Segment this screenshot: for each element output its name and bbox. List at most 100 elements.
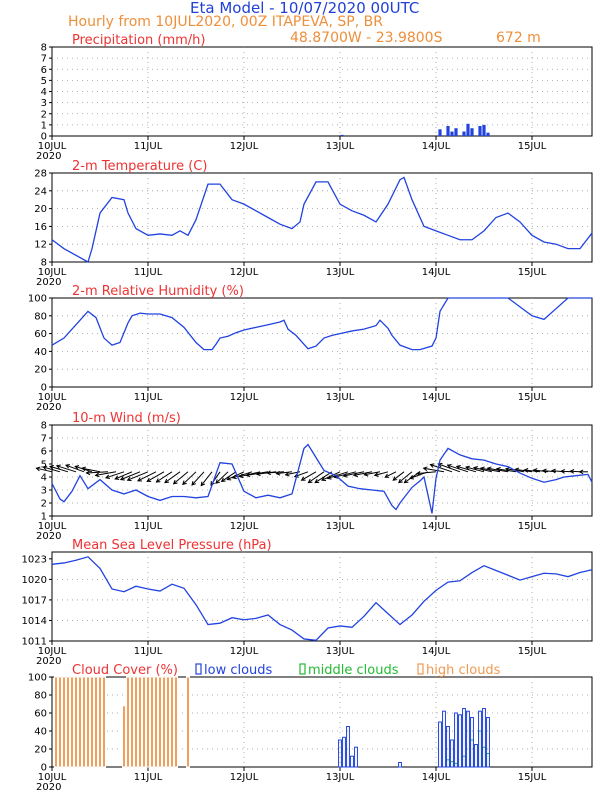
y-tick-label: 1017 [22, 595, 47, 606]
x-tick-label: 11JUL [134, 772, 163, 783]
cloud-bar [470, 717, 474, 768]
wind-barb-head [373, 472, 379, 477]
cloud-bar [74, 676, 78, 768]
wind-barb-head [245, 472, 251, 478]
cloud-bar [170, 676, 174, 768]
wind-barb-head [464, 465, 471, 471]
x-tick-label: 10JUL [38, 772, 67, 783]
wind-barb [56, 465, 77, 473]
precip-bar [446, 125, 450, 136]
wind-barb-head [307, 478, 313, 484]
wind-barb-head [146, 477, 152, 482]
wind-barb [239, 471, 261, 478]
panel-title: 2-m Relative Humidity (%) [72, 284, 244, 299]
wind-barb [496, 468, 517, 473]
y-tick-label: 2 [41, 499, 47, 510]
wind-barb [398, 471, 413, 483]
x-tick-label: 15JUL [518, 141, 547, 152]
y-tick-label: 16 [34, 222, 47, 233]
x-tick-label: 13JUL [326, 267, 355, 278]
x-tick-label: 12JUL [230, 392, 259, 403]
series-line [51, 297, 592, 351]
wind-barb-head [126, 476, 132, 482]
x-tick-label: 14JUL [422, 646, 451, 657]
wind-barb-head [210, 480, 215, 486]
wind-barb-head [429, 463, 435, 468]
y-tick-label: 1020 [22, 575, 47, 586]
wind-barb [65, 464, 85, 473]
wind-barb-head [172, 479, 178, 485]
wind-barb-head [155, 478, 161, 483]
y-tick-label: 0 [41, 132, 47, 143]
cloud-bar [90, 676, 94, 768]
y-tick-label: 80 [34, 691, 47, 702]
cloud-bar [62, 676, 66, 768]
wind-barb-head [550, 468, 556, 474]
y-tick-label: 3 [41, 486, 47, 497]
cloud-bar [478, 710, 482, 768]
wind-barb [146, 471, 165, 482]
precip-bar [340, 134, 344, 136]
wind-barb-head [363, 471, 369, 477]
wind-barb-head [569, 469, 575, 474]
x-tick-label: 12JUL [230, 267, 259, 278]
wind-barb-head [300, 476, 306, 481]
y-tick-label: 100 [28, 294, 47, 305]
precip-bar [466, 123, 470, 136]
wind-barb [438, 463, 461, 473]
wind-barb [384, 471, 397, 478]
wind-barb-head [284, 471, 290, 477]
y-tick-label: 60 [34, 709, 47, 720]
x-tick-label: 13JUL [326, 646, 355, 657]
x-tick-label: 10JUL [38, 267, 67, 278]
precip-bar [454, 128, 458, 136]
cloud-bar [466, 710, 470, 768]
wind-barb [105, 471, 125, 479]
wind-barb [36, 467, 53, 473]
panel-5: 1011 1014 1017 1020 1023 10JUL 11JUL 12JUL 13JUL… [22, 538, 593, 667]
cloud-bar [438, 721, 442, 768]
wind-barb-head [275, 470, 281, 476]
wind-barb-head [403, 478, 409, 484]
wind-barb [301, 471, 317, 481]
x-tick-label: 11JUL [134, 141, 163, 152]
cloud-bar [166, 676, 170, 768]
wind-barb-head [238, 473, 244, 479]
wind-barb-head [422, 466, 428, 472]
cloud-bar [486, 717, 490, 768]
y-tick-label: 24 [34, 186, 47, 197]
cloud-bar [54, 676, 58, 768]
cloud-bar [102, 676, 106, 768]
wind-barb [353, 471, 373, 476]
x-tick-label: 14JUL [422, 521, 451, 532]
x-tick-label: 13JUL [326, 392, 355, 403]
wind-barb [95, 471, 117, 476]
wind-barb [120, 471, 141, 481]
legend-swatch [417, 663, 424, 675]
wind-barb [156, 471, 173, 483]
wind-barb [533, 469, 549, 473]
wind-barb-head [578, 469, 584, 475]
cloud-bar [442, 710, 446, 768]
wind-barb-head [49, 465, 55, 470]
wind-barb [215, 471, 229, 484]
y-tick-label: 7 [41, 434, 47, 445]
series-line [51, 556, 593, 641]
cloud-bar [94, 676, 98, 768]
x-tick-label: 10JUL [38, 392, 67, 403]
chart-title: Eta Model - 10/07/2020 00UTC [190, 0, 420, 17]
cloud-bar [162, 676, 166, 768]
cloud-bar [454, 712, 458, 768]
wind-barb-head [532, 468, 538, 473]
panel-title: 10-m Wind (m/s) [72, 411, 181, 426]
wind-barb [456, 465, 477, 473]
cloud-bar [474, 744, 478, 768]
cloud-bar [130, 676, 134, 768]
x-tick-label: 15JUL [518, 392, 547, 403]
y-tick-label: 0 [41, 383, 47, 394]
legend-label: low clouds [204, 663, 273, 678]
y-tick-label: 7 [41, 54, 47, 65]
wind-barb-head [85, 470, 91, 476]
x-tick-label: 10JUL [38, 521, 67, 532]
wind-barb-head [226, 476, 232, 481]
